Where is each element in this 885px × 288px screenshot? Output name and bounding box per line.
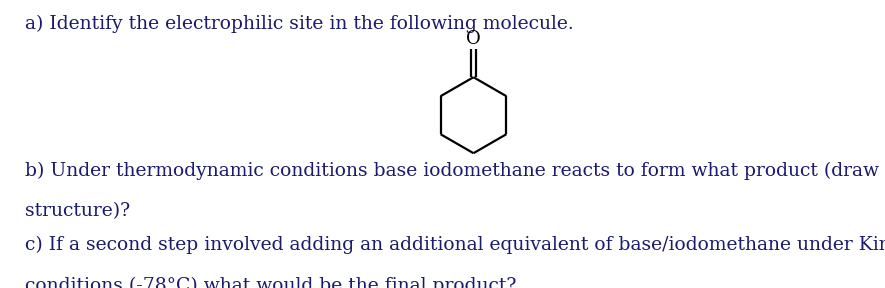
Text: a) Identify the electrophilic site in the following molecule.: a) Identify the electrophilic site in th…: [25, 14, 573, 33]
Text: structure)?: structure)?: [25, 202, 130, 220]
Text: b) Under thermodynamic conditions base iodomethane reacts to form what product (: b) Under thermodynamic conditions base i…: [25, 161, 885, 179]
Text: conditions (-78°C) what would be the final product?: conditions (-78°C) what would be the fin…: [25, 276, 516, 288]
Text: O: O: [466, 30, 481, 48]
Text: c) If a second step involved adding an additional equivalent of base/iodomethane: c) If a second step involved adding an a…: [25, 236, 885, 254]
